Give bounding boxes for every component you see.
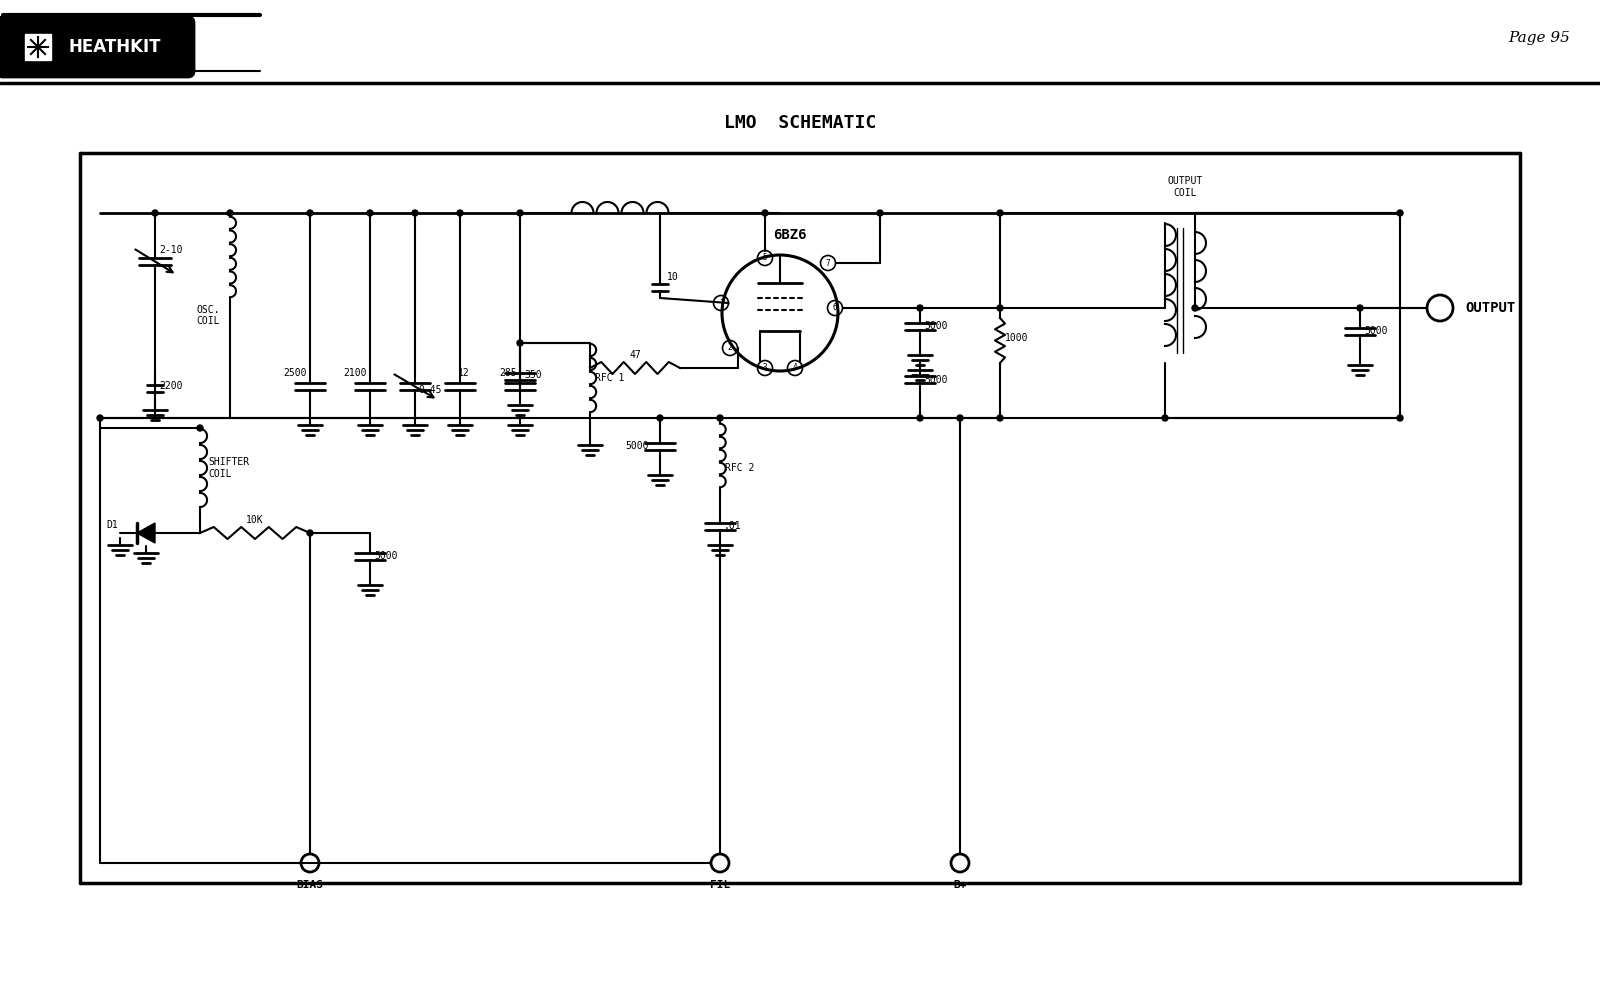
Text: 2500: 2500 <box>283 368 307 378</box>
Text: 5000: 5000 <box>1363 326 1387 336</box>
Text: 2200: 2200 <box>158 381 182 391</box>
Circle shape <box>997 415 1003 421</box>
Text: 350: 350 <box>525 370 542 380</box>
Circle shape <box>458 210 462 216</box>
Circle shape <box>877 210 883 216</box>
Text: SHIFTER
COIL: SHIFTER COIL <box>208 457 250 479</box>
Text: HEATHKIT: HEATHKIT <box>69 38 162 56</box>
Polygon shape <box>138 523 155 543</box>
Circle shape <box>307 210 314 216</box>
Circle shape <box>307 530 314 536</box>
Circle shape <box>717 415 723 421</box>
Text: 7: 7 <box>826 259 830 267</box>
Text: OUTPUT
COIL: OUTPUT COIL <box>1168 176 1203 198</box>
Circle shape <box>413 210 418 216</box>
Text: Page 95: Page 95 <box>1509 31 1570 45</box>
Text: 6BZ6: 6BZ6 <box>773 228 806 242</box>
Circle shape <box>227 210 234 216</box>
Circle shape <box>98 415 102 421</box>
Text: 4: 4 <box>792 364 797 373</box>
Text: 47: 47 <box>629 350 642 360</box>
Circle shape <box>152 210 158 216</box>
Circle shape <box>366 210 373 216</box>
Text: OSC.
COIL: OSC. COIL <box>197 305 221 326</box>
Circle shape <box>997 305 1003 311</box>
FancyBboxPatch shape <box>0 17 194 77</box>
Circle shape <box>658 415 662 421</box>
Circle shape <box>1397 415 1403 421</box>
Text: .01: .01 <box>723 521 742 531</box>
Circle shape <box>917 415 923 421</box>
Text: 285: 285 <box>499 368 517 378</box>
Text: RFC 1: RFC 1 <box>595 373 624 383</box>
Circle shape <box>197 425 203 431</box>
Text: 12: 12 <box>458 368 470 378</box>
Text: 1: 1 <box>718 299 723 308</box>
Circle shape <box>1397 210 1403 216</box>
Text: 5000: 5000 <box>374 551 397 561</box>
Text: 3: 3 <box>763 364 768 373</box>
Circle shape <box>517 210 523 216</box>
Text: 10K: 10K <box>246 515 264 525</box>
Circle shape <box>1192 305 1198 311</box>
Text: 5: 5 <box>763 254 768 262</box>
Text: D1: D1 <box>106 520 118 530</box>
Text: OUTPUT: OUTPUT <box>1466 301 1515 315</box>
Text: FIL: FIL <box>710 880 730 890</box>
Text: 5000: 5000 <box>925 321 947 331</box>
Circle shape <box>762 210 768 216</box>
Text: 2: 2 <box>728 343 733 353</box>
Circle shape <box>957 415 963 421</box>
Circle shape <box>917 305 923 311</box>
Text: 2-10: 2-10 <box>158 245 182 255</box>
Text: 5000: 5000 <box>626 441 648 451</box>
FancyBboxPatch shape <box>26 34 51 60</box>
Circle shape <box>1357 305 1363 311</box>
Text: 0-45: 0-45 <box>418 385 442 395</box>
Circle shape <box>1162 415 1168 421</box>
Circle shape <box>517 340 523 346</box>
Text: 6: 6 <box>832 304 837 313</box>
Text: LMO  SCHEMATIC: LMO SCHEMATIC <box>723 114 877 132</box>
Text: 1000: 1000 <box>1005 333 1029 343</box>
Text: RFC 2: RFC 2 <box>725 463 754 473</box>
Text: BIAS: BIAS <box>296 880 323 890</box>
Text: 5000: 5000 <box>925 375 947 385</box>
Text: B+: B+ <box>954 880 966 890</box>
Circle shape <box>997 210 1003 216</box>
Text: 10: 10 <box>667 272 678 282</box>
Text: 2100: 2100 <box>344 368 366 378</box>
